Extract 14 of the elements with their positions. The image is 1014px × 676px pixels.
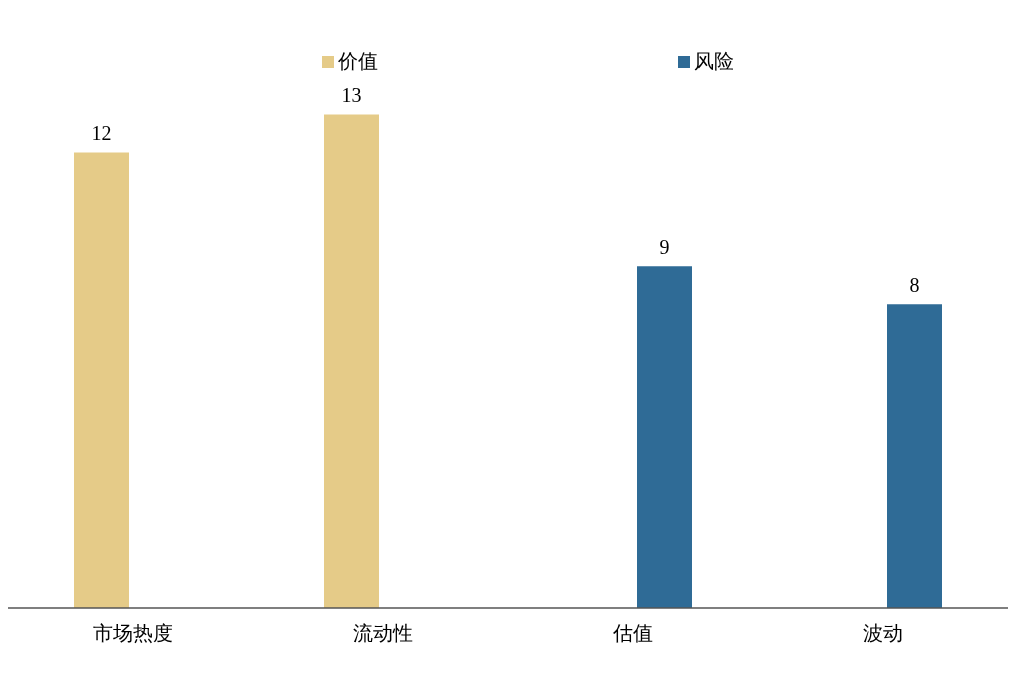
- data-label: 13: [341, 84, 362, 107]
- data-label: 12: [91, 122, 112, 145]
- data-label: 8: [909, 274, 920, 297]
- x-tick-label: 流动性: [353, 622, 413, 645]
- x-tick-label: 市场热度: [93, 622, 173, 645]
- bar: [74, 152, 129, 608]
- data-label: 9: [659, 236, 670, 259]
- bar: [324, 114, 379, 608]
- bar: [637, 266, 692, 608]
- legend-label: 价值: [338, 49, 378, 74]
- bar: [887, 304, 942, 608]
- x-tick-label: 波动: [863, 622, 903, 645]
- x-tick-label: 估值: [612, 622, 653, 645]
- legend-label: 风险: [694, 49, 734, 74]
